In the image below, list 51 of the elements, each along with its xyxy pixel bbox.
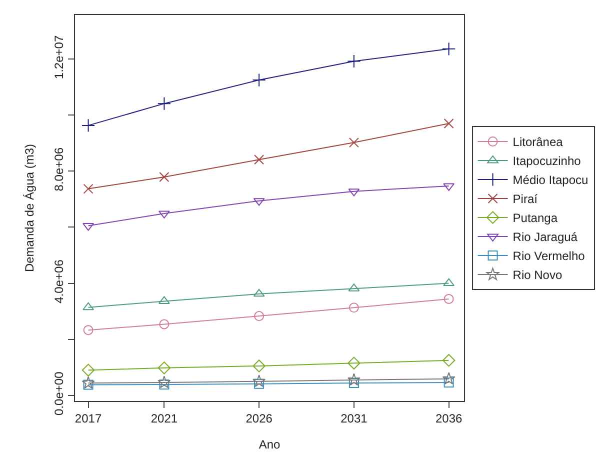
point — [348, 302, 359, 313]
point — [443, 278, 455, 286]
x-tick-label: 2026 — [246, 411, 273, 426]
x-tick-label: 2031 — [340, 411, 368, 426]
point — [348, 138, 359, 148]
point — [82, 376, 95, 389]
point — [442, 372, 456, 384]
point — [444, 118, 454, 128]
legend-label: Itapocuzinho — [512, 154, 582, 168]
legend-label: Putanga — [512, 211, 558, 226]
point — [159, 172, 170, 182]
point — [254, 311, 264, 322]
point — [252, 360, 266, 372]
point — [157, 96, 171, 110]
point — [253, 288, 265, 297]
point — [83, 325, 94, 336]
point — [348, 356, 360, 370]
point — [254, 154, 264, 165]
point — [82, 302, 94, 310]
point — [158, 362, 171, 374]
legend-label: Rio Vermelho — [512, 249, 586, 264]
point — [252, 374, 266, 387]
point — [444, 378, 454, 388]
y-axis-title: Demanda de Água (m3) — [22, 144, 36, 272]
legend-label: Litorânea — [512, 135, 564, 150]
y-tick-label: 4.0e+06 — [52, 259, 66, 304]
legend-label: Piraí — [512, 192, 538, 206]
point — [348, 378, 359, 388]
point — [82, 364, 95, 377]
point — [81, 118, 96, 132]
legend-label: Médio Itapocu — [512, 173, 588, 188]
y-tick-label: 8.0e+06 — [52, 147, 66, 192]
point — [83, 380, 94, 390]
point — [347, 54, 361, 68]
point — [159, 379, 170, 390]
point — [158, 376, 171, 388]
x-axis-title: Ano — [258, 437, 280, 452]
point — [444, 294, 454, 304]
y-tick-label: 0.0e+00 — [52, 371, 66, 416]
point — [442, 354, 456, 367]
x-tick-label: 2017 — [74, 411, 102, 426]
point — [159, 319, 170, 330]
y-tick-label: 1.2e+07 — [52, 35, 66, 80]
legend-label: Rio Jaraguá — [512, 230, 578, 244]
legend-label: Rio Novo — [512, 268, 562, 282]
point — [442, 42, 456, 56]
point — [347, 373, 360, 386]
point — [252, 73, 266, 87]
x-tick-label: 2021 — [150, 411, 178, 426]
x-tick-label: 2036 — [435, 411, 462, 426]
point — [83, 184, 94, 194]
